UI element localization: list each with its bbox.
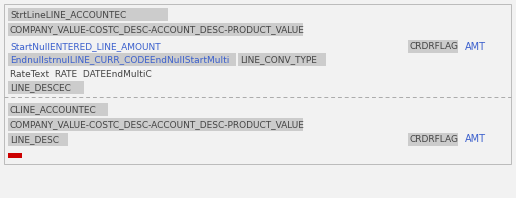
Text: LINE_DESC: LINE_DESC [10, 135, 59, 144]
Text: CRDRFLAG: CRDRFLAG [410, 135, 459, 144]
Text: COMPANY_VALUE-COSTC_DESC-ACCOUNT_DESC-PRODUCT_VALUE: COMPANY_VALUE-COSTC_DESC-ACCOUNT_DESC-PR… [10, 25, 305, 34]
Text: StrtLineLINE_ACCOUNTEC: StrtLineLINE_ACCOUNTEC [10, 10, 126, 19]
Text: CRDRFLAG: CRDRFLAG [410, 42, 459, 51]
Bar [8, 153, 22, 158]
Text: AMT: AMT [465, 134, 486, 145]
Text: StartNullENTERED_LINE_AMOUNT: StartNullENTERED_LINE_AMOUNT [10, 42, 160, 51]
Bar [238, 53, 326, 66]
Text: EndnullstrnulLINE_CURR_CODEEndNullStartMulti: EndnullstrnulLINE_CURR_CODEEndNullStartM… [10, 55, 230, 64]
Bar [8, 53, 236, 66]
Text: LINE_CONV_TYPE: LINE_CONV_TYPE [240, 55, 317, 64]
Bar [4, 4, 511, 164]
Bar [8, 133, 68, 146]
Text: LINE_DESCEC: LINE_DESCEC [10, 83, 71, 92]
Bar [8, 81, 84, 94]
Bar [8, 103, 108, 116]
Bar [8, 23, 303, 36]
Text: COMPANY_VALUE-COSTC_DESC-ACCOUNT_DESC-PRODUCT_VALUE: COMPANY_VALUE-COSTC_DESC-ACCOUNT_DESC-PR… [10, 120, 305, 129]
Bar [408, 133, 458, 146]
Bar [408, 40, 458, 53]
Bar [8, 8, 168, 21]
Text: CLINE_ACCOUNTEC: CLINE_ACCOUNTEC [10, 105, 97, 114]
Text: RateText  RATE  DATEEndMultiC: RateText RATE DATEEndMultiC [10, 70, 152, 79]
Text: AMT: AMT [465, 42, 486, 51]
Bar [8, 118, 303, 131]
